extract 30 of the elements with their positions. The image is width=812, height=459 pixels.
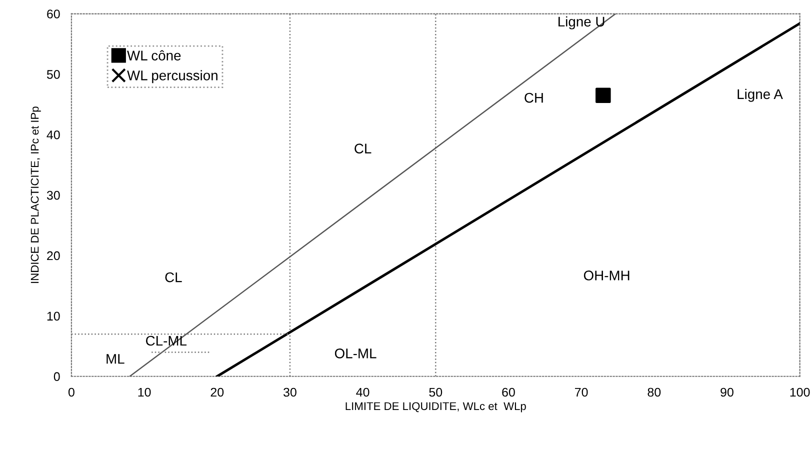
x-axis-title: LIMITE DE LIQUIDITE, WLc et WLp	[346, 402, 526, 412]
x-tick-label: 90	[720, 388, 734, 397]
x-tick-label: 10	[138, 388, 151, 397]
y-tick-label: 30	[46, 190, 60, 200]
y-tick-label: 20	[47, 251, 60, 260]
x-tick-label: 60	[502, 388, 515, 397]
annotation: ML	[106, 354, 124, 364]
x-tick-label: 50	[429, 388, 442, 397]
x-tick-label: 30	[283, 388, 296, 397]
y-axis-title: INDICE DE PLACTICITE, IPc et IPp	[30, 106, 41, 283]
y-tick-label: 40	[46, 130, 60, 140]
y-tick-label: 0	[54, 372, 60, 382]
x-tick-label: 40	[356, 388, 370, 397]
y-tick-label: 10	[47, 312, 60, 321]
y-tick-label: 60	[47, 10, 60, 18]
annotation: CL	[165, 272, 182, 282]
annotation: Ligne U	[558, 16, 604, 30]
annotation: CH	[524, 92, 543, 103]
y-tick-label: 50	[46, 70, 60, 79]
x-tick-label: 100	[790, 388, 810, 397]
x-tick-label: 80	[648, 388, 661, 397]
legend-label: WL cône	[127, 50, 181, 60]
annotation: Ligne A	[738, 88, 783, 102]
annotation: OL-ML	[334, 348, 376, 358]
legend-label: WL percussion	[127, 70, 218, 84]
annotation: CL	[354, 144, 372, 154]
x-tick-label: 20	[210, 388, 224, 397]
x-tick-label: 0	[68, 388, 74, 397]
annotation: OH-MH	[584, 270, 630, 280]
x-tick-label: 70	[575, 388, 588, 397]
